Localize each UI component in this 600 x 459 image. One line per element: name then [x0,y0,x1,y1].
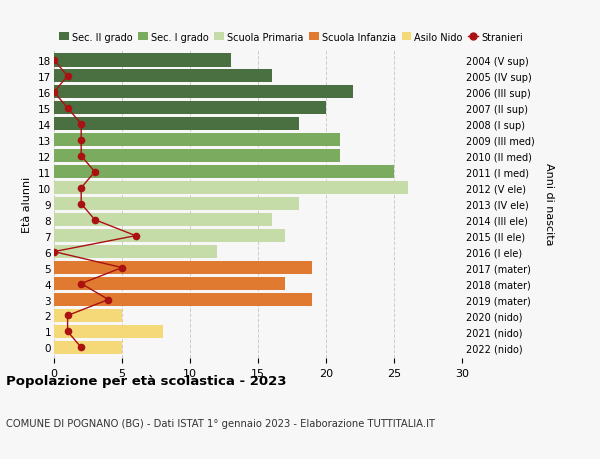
Bar [54,341,122,354]
Bar [54,86,353,99]
Text: COMUNE DI POGNANO (BG) - Dati ISTAT 1° gennaio 2023 - Elaborazione TUTTITALIA.IT: COMUNE DI POGNANO (BG) - Dati ISTAT 1° g… [6,418,435,428]
Bar [54,277,285,291]
Bar [54,70,272,84]
Bar [54,262,313,274]
Bar [54,246,217,258]
Bar [54,134,340,147]
Bar [54,213,272,227]
Y-axis label: Anni di nascita: Anni di nascita [544,163,554,246]
Bar [54,166,394,179]
Text: Popolazione per età scolastica - 2023: Popolazione per età scolastica - 2023 [6,374,287,387]
Bar [54,325,163,338]
Bar [54,150,340,163]
Legend: Sec. II grado, Sec. I grado, Scuola Primaria, Scuola Infanzia, Asilo Nido, Stran: Sec. II grado, Sec. I grado, Scuola Prim… [59,33,523,43]
Bar [54,182,407,195]
Bar [54,118,299,131]
Bar [54,102,326,115]
Bar [54,198,299,211]
Bar [54,309,122,322]
Y-axis label: Età alunni: Età alunni [22,176,32,232]
Bar [54,54,231,67]
Bar [54,293,313,307]
Bar [54,230,285,243]
